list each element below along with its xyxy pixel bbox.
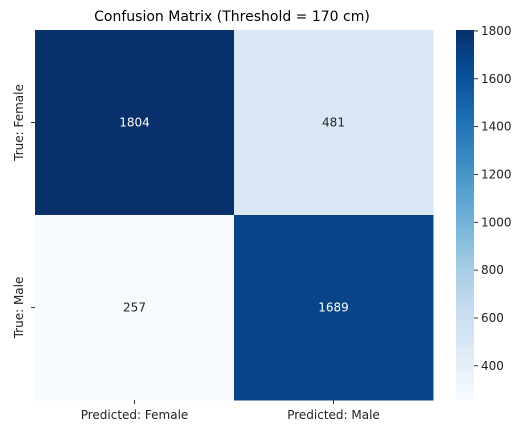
cell-value-label: 257 bbox=[123, 301, 146, 315]
cell-value-label: 1689 bbox=[318, 301, 349, 315]
colorbar bbox=[456, 30, 474, 400]
chart-title: Confusion Matrix (Threshold = 170 cm) bbox=[94, 9, 370, 25]
colorbar-ticks: 400 600 800 1000 1200 1400 1600 1800 bbox=[474, 24, 512, 373]
colorbar-tick-label: 1000 bbox=[481, 215, 512, 229]
cell-value-label: 481 bbox=[322, 116, 345, 130]
heatmap-cell bbox=[35, 215, 235, 401]
y-tick-label: True: Male bbox=[12, 277, 26, 340]
x-tick-label: Predicted: Female bbox=[81, 408, 189, 422]
cell-value-label: 1804 bbox=[119, 116, 150, 130]
y-axis-ticks: True: Female True: Male bbox=[12, 84, 35, 339]
colorbar-tick-label: 1800 bbox=[481, 24, 512, 38]
colorbar-tick-label: 1400 bbox=[481, 120, 512, 134]
heatmap-cells bbox=[35, 30, 434, 401]
y-tick-label: True: Female bbox=[12, 84, 26, 162]
heatmap-cell bbox=[35, 30, 235, 216]
x-axis-ticks: Predicted: Female Predicted: Male bbox=[81, 400, 380, 422]
colorbar-tick-label: 400 bbox=[481, 359, 504, 373]
x-tick-label: Predicted: Male bbox=[287, 408, 380, 422]
colorbar-tick-label: 800 bbox=[481, 263, 504, 277]
colorbar-tick-label: 1600 bbox=[481, 72, 512, 86]
heatmap-cell bbox=[234, 30, 434, 216]
heatmap-cell bbox=[234, 215, 434, 401]
colorbar-tick-label: 600 bbox=[481, 311, 504, 325]
colorbar-tick-label: 1200 bbox=[481, 167, 512, 181]
heatmap-cell-labels: 1804 481 257 1689 bbox=[119, 116, 349, 315]
